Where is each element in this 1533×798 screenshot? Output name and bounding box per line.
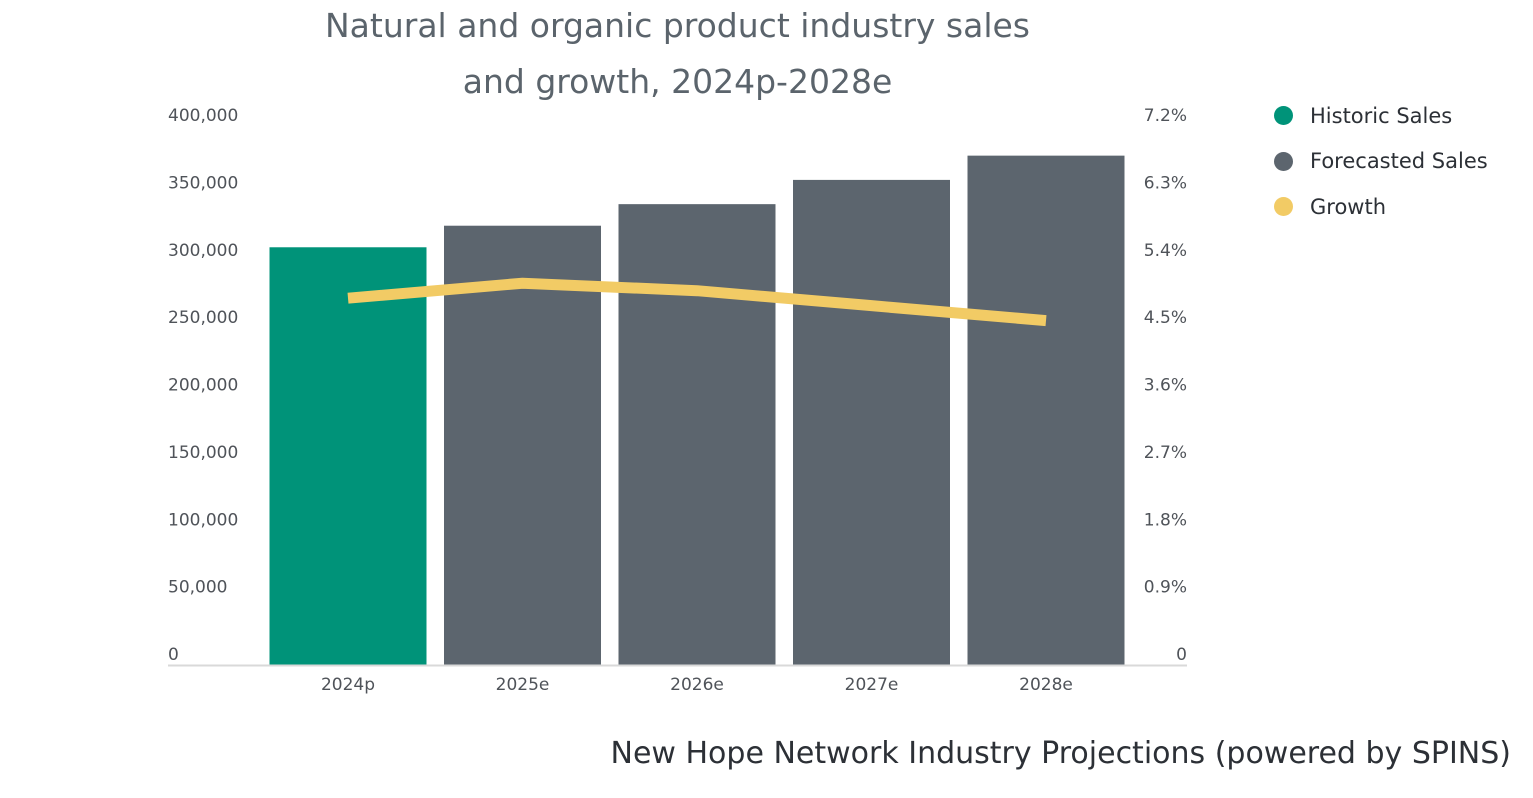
legend-item-historic-sales: Historic Sales [1274, 103, 1488, 128]
right-axis-tick-label: 0 [1176, 645, 1187, 665]
chart-legend: Historic Sales Forecasted Sales Growth [1274, 104, 1488, 241]
left-axis-tick-label: 400,000 [168, 106, 238, 126]
legend-label-forecasted: Forecasted Sales [1310, 149, 1488, 173]
left-axis-tick-label: 100,000 [168, 510, 238, 530]
x-axis-tick-label: 2028e [1019, 675, 1073, 695]
x-axis-tick-label: 2024p [321, 675, 375, 695]
left-axis-tick-label: 0 [168, 645, 179, 665]
left-axis-tick-label: 50,000 [168, 578, 227, 598]
chart-title-line-2: and growth, 2024p-2028e [462, 62, 893, 101]
x-axis-tick-label: 2026e [670, 675, 724, 695]
right-axis-tick-label: 0.9% [1144, 578, 1187, 598]
legend-label-historic: Historic Sales [1310, 103, 1453, 128]
historic-sales-bar [269, 247, 427, 665]
forecasted-sales-bar [618, 204, 776, 665]
right-axis-tick-label: 2.7% [1144, 443, 1187, 463]
legend-swatch-forecasted [1274, 151, 1293, 171]
legend-swatch-growth [1274, 197, 1293, 216]
legend-item-growth: Growth [1274, 194, 1488, 219]
right-axis-tick-label: 6.3% [1144, 173, 1187, 193]
forecasted-sales-bar [793, 179, 950, 665]
left-axis-tick-label: 300,000 [168, 241, 238, 261]
left-axis-tick-label: 200,000 [168, 376, 238, 396]
left-axis-tick-label: 250,000 [168, 308, 238, 328]
right-axis-tick-label: 3.6% [1144, 376, 1187, 396]
x-axis-tick-label: 2027e [845, 675, 899, 695]
right-axis-tick-label: 4.5% [1144, 308, 1187, 328]
right-axis-tick-label: 7.2% [1144, 106, 1187, 126]
forecasted-sales-bar [967, 155, 1125, 665]
source-caption: New Hope Network Industry Projections (p… [610, 736, 1511, 771]
right-axis-tick-label: 5.4% [1144, 241, 1187, 261]
legend-label-growth: Growth [1310, 194, 1387, 219]
right-axis-tick-label: 1.8% [1144, 510, 1187, 530]
chart-title-line-1: Natural and organic product industry sal… [324, 6, 1030, 45]
left-axis-tick-label: 150,000 [168, 443, 238, 463]
legend-item-forecasted-sales: Forecasted Sales [1274, 149, 1488, 173]
x-axis-tick-label: 2025e [496, 675, 550, 695]
left-axis-tick-label: 350,000 [168, 173, 238, 193]
legend-swatch-historic [1274, 106, 1293, 125]
forecasted-sales-bar [444, 225, 601, 665]
